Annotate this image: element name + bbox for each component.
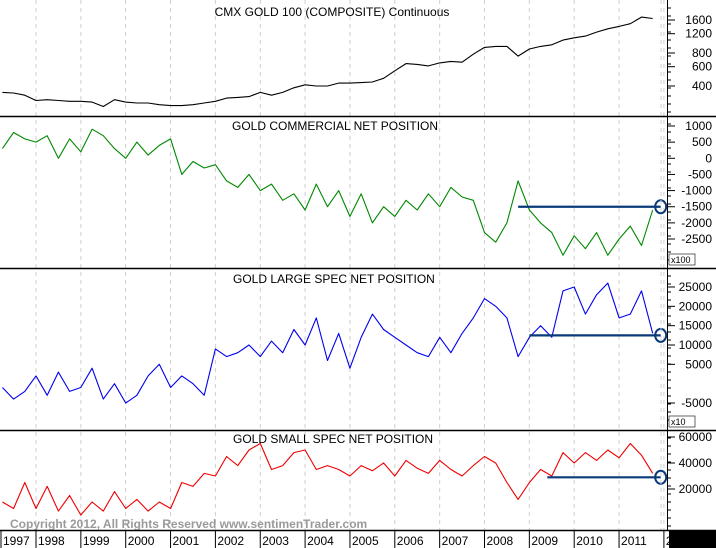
series-line (2, 442, 654, 516)
axis-corner-block (669, 531, 716, 548)
panel-1: CMX GOLD 100 (COMPOSITE) Continuous 400 60… (2, 5, 712, 113)
year-label: 1997 (3, 534, 30, 548)
year-label: 2009 (531, 534, 558, 548)
year-label: 2000 (128, 534, 155, 548)
panel-2: GOLD COMMERCIAL NET POSITION 1000 500 0 -500… (0, 115, 716, 266)
panel-title: CMX GOLD 100 (COMPOSITE) Continuous (215, 5, 450, 19)
year-label: 1999 (83, 534, 110, 548)
unit-label: x10 (671, 417, 686, 427)
panel-3: GOLD LARGE SPEC NET POSITION 25000 20000 15… (0, 267, 716, 428)
y-tick-label: -500 (688, 167, 712, 181)
year-label: 2005 (352, 534, 379, 548)
panels: CMX GOLD 100 (COMPOSITE) Continuous 400 60… (0, 0, 716, 530)
year-label: 2008 (487, 534, 514, 548)
panel-title: GOLD COMMERCIAL NET POSITION (232, 119, 438, 133)
y-tick-label: 20000 (679, 299, 713, 313)
copyright-text: Copyright 2012, All Rights Reserved www.… (10, 517, 367, 531)
y-tick-label: 40000 (679, 456, 713, 470)
year-label: 2004 (307, 534, 334, 548)
year-label: 2 (666, 534, 673, 548)
year-label: 2006 (397, 534, 424, 548)
year-label: 2010 (576, 534, 603, 548)
panel-title: GOLD SMALL SPEC NET POSITION (233, 432, 433, 446)
panel-title: GOLD LARGE SPEC NET POSITION (233, 272, 435, 286)
x-axis: 1997 1998 1999 2000 2001 2002 2003 2004 2005 2006… (0, 529, 716, 548)
y-tick-label: -1500 (681, 200, 712, 214)
y-tick-label: 20000 (679, 482, 713, 496)
unit-label-box (668, 253, 696, 266)
year-label: 2001 (173, 534, 200, 548)
year-label: 1998 (38, 534, 65, 548)
year-label: 2011 (621, 534, 647, 548)
y-tick-label: 25000 (679, 280, 713, 294)
y-tick-label: 400 (692, 79, 712, 93)
y-tick-label: 15000 (679, 319, 713, 333)
y-tick-label: 1600 (685, 13, 712, 27)
unit-label-box (668, 415, 696, 428)
y-tick-label: 5000 (685, 357, 712, 371)
year-label: 2007 (442, 534, 469, 548)
y-tick-label: -2500 (681, 232, 712, 246)
unit-label: x100 (671, 255, 691, 265)
y-tick-label: -1000 (681, 184, 712, 198)
y-tick-label: 500 (692, 135, 712, 149)
series-line (1, 128, 654, 256)
series-line (2, 16, 653, 108)
y-tick-label: 1000 (685, 119, 712, 133)
y-tick-label: 1200 (685, 27, 712, 41)
year-label: 2002 (217, 534, 244, 548)
series-line (2, 282, 654, 404)
y-tick-label: 600 (692, 60, 712, 74)
y-tick-label: 0 (705, 151, 712, 165)
year-gridlines (35, 0, 665, 530)
y-tick-label: -2000 (681, 216, 712, 230)
panel-4: GOLD SMALL SPEC NET POSITION 60000 40000 20… (0, 429, 716, 527)
y-tick-label: 60000 (679, 430, 713, 444)
year-label: 2003 (262, 534, 289, 548)
y-tick-label: 10000 (679, 338, 713, 352)
y-tick-label: 800 (692, 46, 712, 60)
y-tick-label: -5000 (681, 396, 712, 410)
